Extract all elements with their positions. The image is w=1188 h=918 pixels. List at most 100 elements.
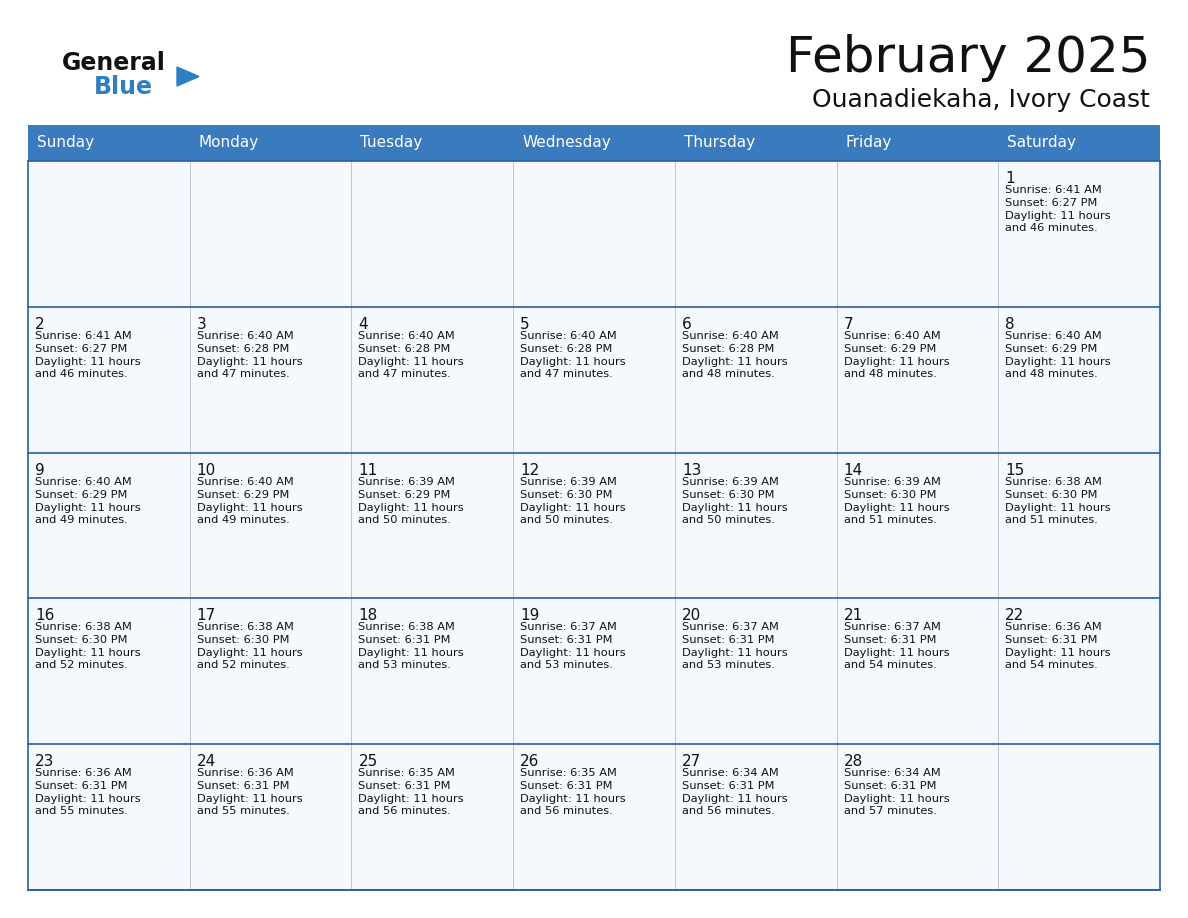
Text: Sunrise: 6:40 AM: Sunrise: 6:40 AM	[843, 330, 941, 341]
Text: Tuesday: Tuesday	[360, 136, 423, 151]
Text: Sunset: 6:31 PM: Sunset: 6:31 PM	[34, 781, 127, 791]
Text: Sunset: 6:28 PM: Sunset: 6:28 PM	[682, 344, 775, 353]
Text: Saturday: Saturday	[1007, 136, 1076, 151]
Text: and 47 minutes.: and 47 minutes.	[359, 369, 451, 379]
Bar	[29, 453, 190, 599]
Text: Sunrise: 6:39 AM: Sunrise: 6:39 AM	[359, 476, 455, 487]
Text: and 53 minutes.: and 53 minutes.	[682, 660, 775, 670]
Text: Sunrise: 6:38 AM: Sunrise: 6:38 AM	[1005, 476, 1102, 487]
Bar	[998, 744, 1159, 890]
Text: Daylight: 11 hours: Daylight: 11 hours	[682, 357, 788, 367]
Text: Sunrise: 6:36 AM: Sunrise: 6:36 AM	[197, 768, 293, 778]
Text: Blue: Blue	[94, 75, 153, 99]
Text: Sunrise: 6:37 AM: Sunrise: 6:37 AM	[682, 622, 778, 633]
Bar	[513, 744, 675, 890]
Text: and 56 minutes.: and 56 minutes.	[682, 806, 775, 816]
Bar	[190, 599, 352, 744]
Text: and 56 minutes.: and 56 minutes.	[520, 806, 613, 816]
Text: Sunrise: 6:37 AM: Sunrise: 6:37 AM	[520, 622, 617, 633]
Bar	[836, 125, 998, 161]
Bar	[513, 161, 675, 307]
Text: Sunset: 6:28 PM: Sunset: 6:28 PM	[197, 344, 289, 353]
Text: Sunset: 6:31 PM: Sunset: 6:31 PM	[359, 781, 451, 791]
Text: and 54 minutes.: and 54 minutes.	[843, 660, 936, 670]
Text: Friday: Friday	[846, 136, 892, 151]
Bar	[190, 125, 352, 161]
Bar	[836, 453, 998, 599]
Text: 24: 24	[197, 755, 216, 769]
Text: Daylight: 11 hours: Daylight: 11 hours	[359, 794, 465, 804]
Text: Daylight: 11 hours: Daylight: 11 hours	[520, 502, 626, 512]
Text: and 49 minutes.: and 49 minutes.	[34, 515, 128, 524]
Text: Daylight: 11 hours: Daylight: 11 hours	[359, 502, 465, 512]
Text: and 50 minutes.: and 50 minutes.	[520, 515, 613, 524]
Text: Daylight: 11 hours: Daylight: 11 hours	[34, 794, 140, 804]
Text: Sunrise: 6:39 AM: Sunrise: 6:39 AM	[682, 476, 778, 487]
Text: Daylight: 11 hours: Daylight: 11 hours	[520, 648, 626, 658]
Text: and 54 minutes.: and 54 minutes.	[1005, 660, 1098, 670]
Bar	[998, 453, 1159, 599]
Text: Sunrise: 6:41 AM: Sunrise: 6:41 AM	[34, 330, 132, 341]
Text: Daylight: 11 hours: Daylight: 11 hours	[34, 648, 140, 658]
Text: and 48 minutes.: and 48 minutes.	[1005, 369, 1098, 379]
Text: Monday: Monday	[198, 136, 259, 151]
Text: 18: 18	[359, 609, 378, 623]
Text: and 50 minutes.: and 50 minutes.	[682, 515, 775, 524]
Text: 25: 25	[359, 755, 378, 769]
Bar	[675, 125, 836, 161]
Text: Daylight: 11 hours: Daylight: 11 hours	[197, 357, 302, 367]
Text: 3: 3	[197, 317, 207, 331]
Text: Daylight: 11 hours: Daylight: 11 hours	[197, 648, 302, 658]
Text: Wednesday: Wednesday	[523, 136, 611, 151]
Text: and 55 minutes.: and 55 minutes.	[197, 806, 290, 816]
Text: 7: 7	[843, 317, 853, 331]
Text: and 53 minutes.: and 53 minutes.	[359, 660, 451, 670]
Text: Daylight: 11 hours: Daylight: 11 hours	[1005, 648, 1111, 658]
Bar	[675, 599, 836, 744]
Bar	[513, 125, 675, 161]
Text: and 49 minutes.: and 49 minutes.	[197, 515, 290, 524]
Bar	[29, 307, 190, 453]
Text: Sunset: 6:28 PM: Sunset: 6:28 PM	[359, 344, 450, 353]
Text: and 46 minutes.: and 46 minutes.	[1005, 223, 1098, 233]
Text: Daylight: 11 hours: Daylight: 11 hours	[1005, 357, 1111, 367]
Text: 6: 6	[682, 317, 691, 331]
Text: and 46 minutes.: and 46 minutes.	[34, 369, 127, 379]
Text: Sunset: 6:30 PM: Sunset: 6:30 PM	[520, 489, 613, 499]
Text: Sunset: 6:31 PM: Sunset: 6:31 PM	[520, 781, 613, 791]
Text: Sunrise: 6:40 AM: Sunrise: 6:40 AM	[682, 330, 778, 341]
Bar	[998, 599, 1159, 744]
Text: Sunrise: 6:40 AM: Sunrise: 6:40 AM	[197, 330, 293, 341]
Text: Sunrise: 6:39 AM: Sunrise: 6:39 AM	[520, 476, 617, 487]
Text: Daylight: 11 hours: Daylight: 11 hours	[34, 502, 140, 512]
Text: Sunrise: 6:38 AM: Sunrise: 6:38 AM	[34, 622, 132, 633]
Text: 1: 1	[1005, 171, 1015, 186]
Bar	[29, 125, 190, 161]
Bar	[675, 453, 836, 599]
Text: Sunrise: 6:38 AM: Sunrise: 6:38 AM	[197, 622, 293, 633]
Bar	[190, 453, 352, 599]
Text: Thursday: Thursday	[684, 136, 756, 151]
Text: Sunrise: 6:40 AM: Sunrise: 6:40 AM	[34, 476, 132, 487]
Text: 15: 15	[1005, 463, 1024, 477]
Text: Sunset: 6:27 PM: Sunset: 6:27 PM	[1005, 198, 1098, 208]
Text: Sunrise: 6:39 AM: Sunrise: 6:39 AM	[843, 476, 941, 487]
Text: Sunrise: 6:41 AM: Sunrise: 6:41 AM	[1005, 185, 1102, 195]
Text: Sunrise: 6:36 AM: Sunrise: 6:36 AM	[34, 768, 132, 778]
Text: Sunrise: 6:34 AM: Sunrise: 6:34 AM	[682, 768, 778, 778]
Text: Daylight: 11 hours: Daylight: 11 hours	[359, 648, 465, 658]
Text: and 56 minutes.: and 56 minutes.	[359, 806, 451, 816]
Text: 22: 22	[1005, 609, 1024, 623]
Text: Sunset: 6:31 PM: Sunset: 6:31 PM	[682, 781, 775, 791]
Text: and 53 minutes.: and 53 minutes.	[520, 660, 613, 670]
Text: Daylight: 11 hours: Daylight: 11 hours	[1005, 211, 1111, 221]
Text: Sunset: 6:30 PM: Sunset: 6:30 PM	[843, 489, 936, 499]
Text: Sunset: 6:31 PM: Sunset: 6:31 PM	[843, 781, 936, 791]
Text: Sunset: 6:29 PM: Sunset: 6:29 PM	[197, 489, 289, 499]
Text: 11: 11	[359, 463, 378, 477]
Text: Daylight: 11 hours: Daylight: 11 hours	[1005, 502, 1111, 512]
Text: Sunset: 6:31 PM: Sunset: 6:31 PM	[359, 635, 451, 645]
Bar	[190, 161, 352, 307]
Text: Daylight: 11 hours: Daylight: 11 hours	[682, 794, 788, 804]
Text: Sunset: 6:31 PM: Sunset: 6:31 PM	[520, 635, 613, 645]
